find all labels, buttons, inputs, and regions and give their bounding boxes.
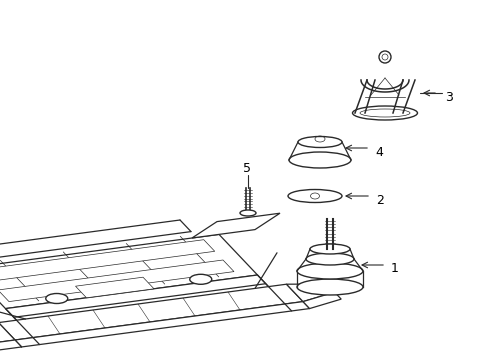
Polygon shape	[0, 240, 214, 281]
Ellipse shape	[296, 263, 362, 279]
Text: 3: 3	[444, 90, 452, 104]
Polygon shape	[5, 275, 265, 317]
Polygon shape	[192, 213, 280, 238]
Ellipse shape	[305, 253, 353, 265]
Polygon shape	[303, 292, 341, 309]
Polygon shape	[0, 340, 21, 352]
Text: 1: 1	[390, 262, 398, 275]
Ellipse shape	[296, 279, 362, 295]
Polygon shape	[15, 302, 309, 347]
Ellipse shape	[240, 210, 256, 216]
Text: 5: 5	[243, 162, 250, 175]
Ellipse shape	[352, 106, 417, 120]
Polygon shape	[0, 284, 303, 340]
Text: 2: 2	[375, 194, 383, 207]
Polygon shape	[0, 260, 234, 302]
Ellipse shape	[309, 244, 349, 254]
Ellipse shape	[288, 152, 350, 168]
Text: 4: 4	[374, 145, 382, 158]
Ellipse shape	[287, 189, 341, 202]
Ellipse shape	[315, 291, 324, 295]
Ellipse shape	[189, 274, 211, 284]
Polygon shape	[0, 234, 257, 309]
Ellipse shape	[310, 285, 318, 289]
Polygon shape	[0, 323, 15, 345]
Ellipse shape	[297, 136, 341, 148]
Polygon shape	[286, 284, 334, 302]
Ellipse shape	[378, 51, 390, 63]
Polygon shape	[75, 277, 154, 298]
Ellipse shape	[46, 293, 68, 303]
